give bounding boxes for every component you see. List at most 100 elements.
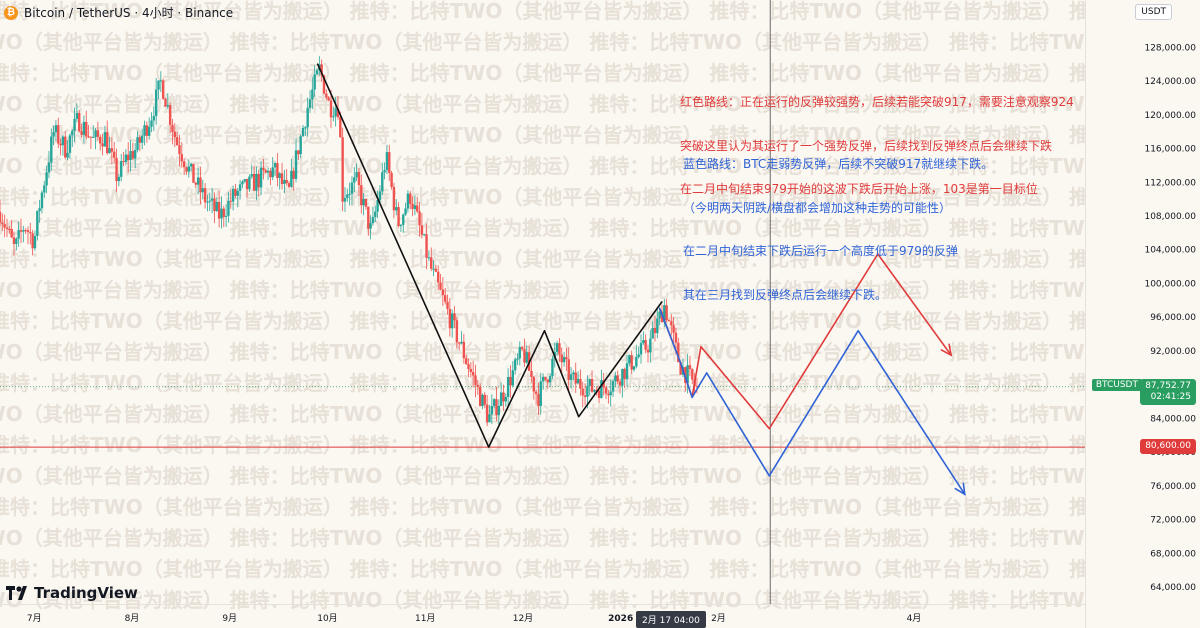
- candle-body: [371, 217, 375, 224]
- candle-body: [546, 379, 549, 383]
- candle-body: [679, 362, 682, 375]
- y-tick-label: 108,000.00: [1144, 212, 1196, 222]
- candle-body: [199, 177, 202, 193]
- candle-body: [691, 369, 694, 380]
- wave-count-path: [316, 63, 663, 448]
- candle-body: [206, 201, 209, 203]
- candle-body: [150, 120, 153, 127]
- candle-body: [43, 185, 46, 193]
- candle-body: [292, 170, 295, 179]
- candle-body: [17, 230, 20, 239]
- candle-body: [313, 74, 316, 90]
- watermark-text: 推特：比特TWO（其他平台皆为搬运） 推特：比特TWO（其他平台皆为搬运） 推特…: [0, 154, 1200, 178]
- candle-body: [548, 376, 552, 383]
- candle-body: [182, 161, 186, 168]
- candle-body: [215, 201, 218, 212]
- candle-body: [252, 174, 256, 191]
- candle-body: [131, 151, 135, 159]
- y-tick-label: 84,000.00: [1150, 414, 1196, 424]
- candle-body: [409, 193, 412, 204]
- candle-body: [294, 150, 298, 179]
- candle-body: [688, 365, 692, 370]
- candle-body: [672, 325, 675, 333]
- candle-body: [437, 271, 440, 283]
- candle-body: [94, 130, 97, 137]
- candle-body: [66, 152, 69, 158]
- candle-body: [71, 130, 74, 136]
- candle-body: [642, 340, 645, 344]
- candle-body: [420, 225, 424, 235]
- candle-body: [341, 137, 344, 202]
- candle-body: [89, 136, 93, 138]
- symbol-header[interactable]: ₿ Bitcoin / TetherUS · 4小时 · Binance: [4, 4, 233, 21]
- candle-body: [607, 393, 610, 396]
- candle-body: [378, 191, 382, 201]
- candle-body: [593, 390, 596, 392]
- watermark-text: 推特：比特TWO（其他平台皆为搬运） 推特：比特TWO（其他平台皆为搬运） 推特…: [0, 588, 1200, 612]
- tradingview-logo[interactable]: TradingView: [6, 584, 138, 602]
- x-tick-label: 4月: [907, 613, 922, 624]
- blue-route-line: 蓝色路线：BTC走弱势反弹，后续不突破917就继续下跌。: [683, 157, 994, 171]
- candle-body: [285, 180, 288, 184]
- candle-body: [558, 343, 561, 355]
- candle-body: [85, 121, 88, 137]
- candle-body: [446, 301, 449, 309]
- candle-body: [101, 143, 104, 147]
- candle-body: [299, 136, 302, 155]
- candle-body: [611, 381, 615, 392]
- candle-body: [623, 368, 626, 379]
- candle-body: [567, 359, 570, 381]
- candle-body: [525, 352, 528, 363]
- candle-body: [122, 161, 125, 163]
- candle-body: [663, 305, 666, 323]
- currency-button[interactable]: USDT: [1135, 4, 1172, 20]
- candle-body: [238, 184, 242, 191]
- candle-body: [469, 368, 473, 373]
- candle-body: [418, 211, 421, 226]
- candle-body: [457, 342, 461, 344]
- candle-body: [427, 257, 431, 259]
- candle-body: [82, 121, 86, 135]
- candle-body: [569, 374, 573, 381]
- candle-body: [588, 379, 591, 387]
- candle-body: [390, 172, 393, 187]
- price-axis-panel: [1085, 0, 1200, 628]
- candle-body: [33, 235, 37, 249]
- candle-body: [565, 357, 568, 360]
- candle-body: [614, 375, 617, 382]
- candle-body: [325, 93, 328, 98]
- candle-body: [61, 136, 65, 146]
- candle-body: [357, 172, 361, 186]
- candle-body: [24, 230, 27, 232]
- candle-body: [92, 136, 95, 138]
- watermark-text: 推特：比特TWO（其他平台皆为搬运） 推特：比特TWO（其他平台皆为搬运） 推特…: [0, 247, 1200, 271]
- watermark-text: 推特：比特TWO（其他平台皆为搬运） 推特：比特TWO（其他平台皆为搬运） 推特…: [0, 0, 1200, 23]
- y-tick-label: 76,000.00: [1150, 482, 1196, 492]
- candle-body: [583, 395, 587, 397]
- bar-countdown: 02:41:25: [1150, 391, 1191, 402]
- candle-body: [136, 137, 139, 151]
- candle-body: [287, 183, 291, 187]
- candle-body: [490, 405, 494, 415]
- candle-body: [635, 357, 638, 367]
- candle-body: [264, 170, 267, 173]
- candle-body: [367, 206, 370, 229]
- candle-body: [425, 234, 428, 258]
- candle-body: [464, 358, 468, 365]
- candle-body: [376, 200, 379, 212]
- candle-body: [115, 157, 118, 182]
- candle-body: [222, 208, 225, 217]
- watermark-text: 推特：比特TWO（其他平台皆为搬运） 推特：比特TWO（其他平台皆为搬运） 推特…: [0, 495, 1200, 519]
- x-tick-label: 11月: [415, 613, 435, 624]
- y-tick-label: 96,000.00: [1150, 313, 1196, 323]
- candle-body: [31, 233, 34, 249]
- candle-body: [600, 380, 603, 398]
- candle-body: [276, 163, 279, 179]
- candle-body: [273, 163, 277, 168]
- x-tick-label: 12月: [513, 613, 533, 624]
- candle-body: [411, 203, 414, 209]
- candle-body: [441, 289, 445, 296]
- x-tick-label: 2月: [711, 613, 726, 624]
